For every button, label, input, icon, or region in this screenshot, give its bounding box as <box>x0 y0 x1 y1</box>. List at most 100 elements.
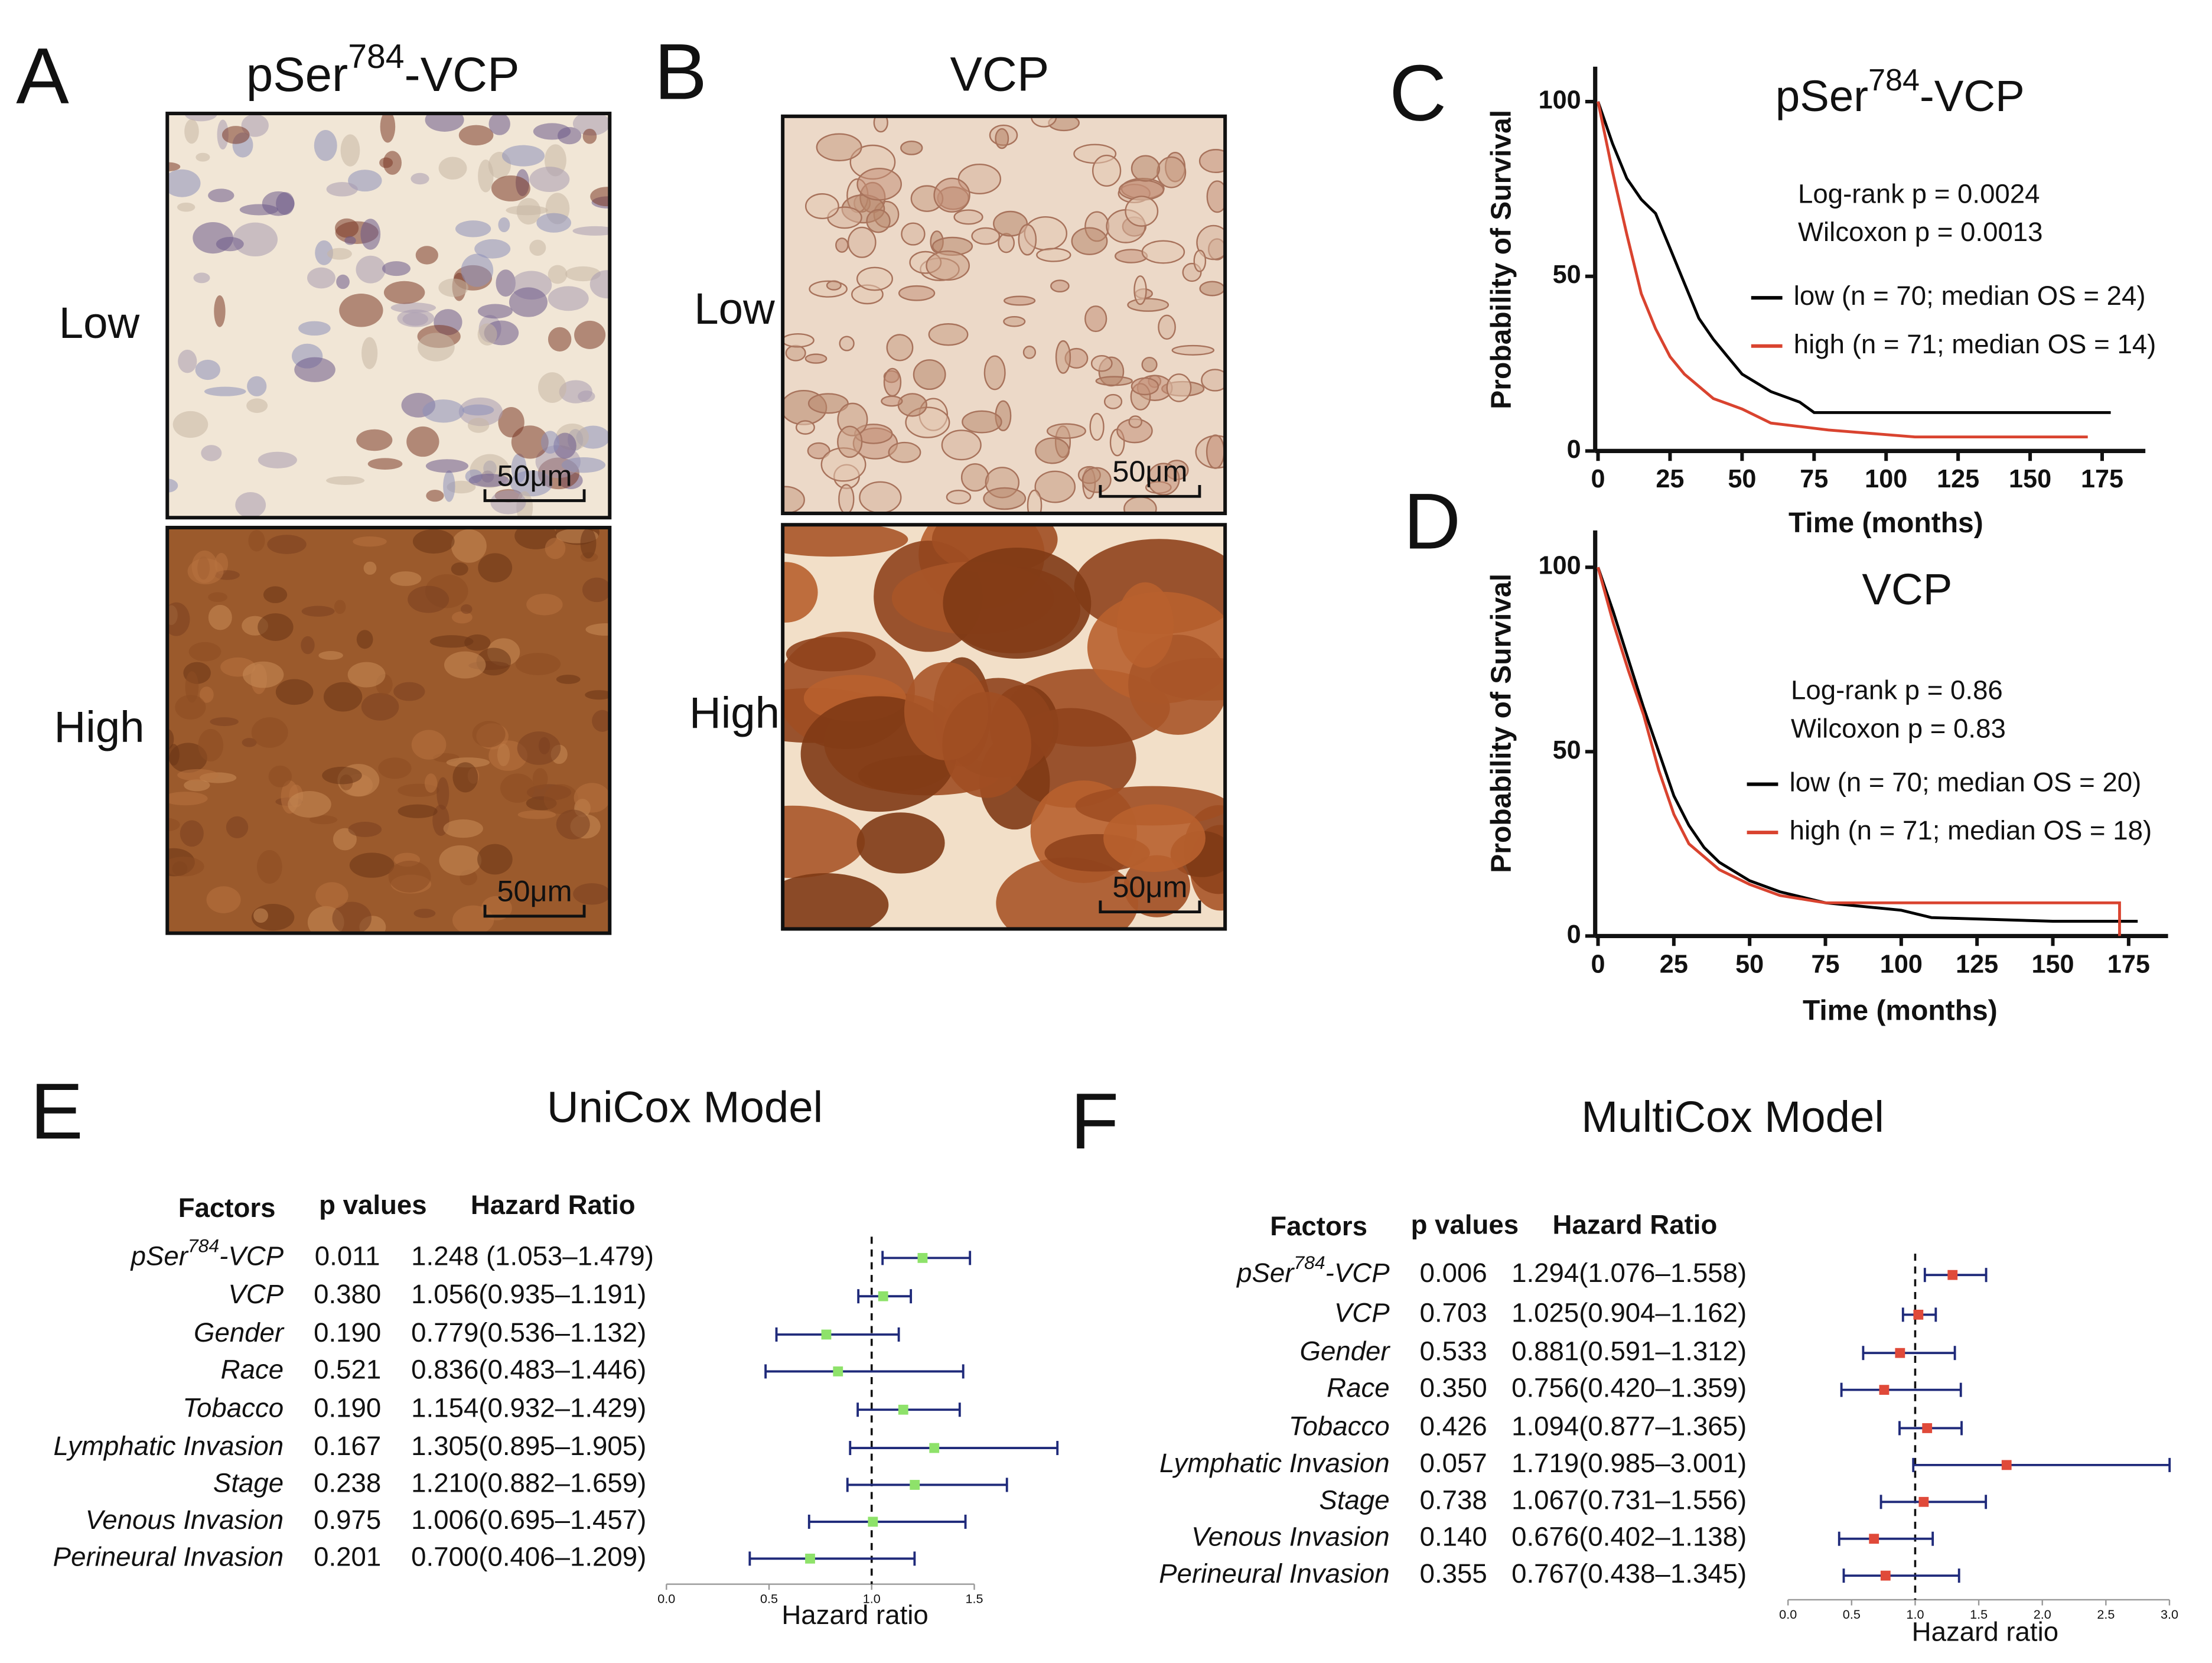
x-tick-label: 1.0 <box>863 1592 881 1606</box>
cell <box>901 222 926 246</box>
cell <box>422 399 464 423</box>
p-value: 0.533 <box>1420 1336 1487 1366</box>
cell <box>1027 489 1043 514</box>
annotation: Wilcoxon p = 0.0013 <box>1798 217 2043 247</box>
cell <box>1123 855 1190 917</box>
cell <box>478 160 494 193</box>
cell <box>451 529 487 563</box>
cell <box>334 600 346 614</box>
cell <box>193 272 210 284</box>
cell <box>258 613 294 641</box>
cell <box>167 856 204 877</box>
x-tick-label: 1.5 <box>965 1592 983 1606</box>
row-label: Low <box>59 298 140 347</box>
factor-label: Gender <box>1299 1336 1390 1366</box>
cell <box>1193 249 1207 272</box>
factor-label: Venous Invasion <box>86 1505 284 1535</box>
factor-label: pSer784-VCP <box>130 1235 284 1271</box>
panel-label: B <box>654 28 707 116</box>
cell <box>451 611 473 624</box>
y-tick-label: 50 <box>1553 261 1581 289</box>
cell <box>326 476 365 485</box>
x-tick-label: 125 <box>1956 950 1998 978</box>
cell <box>210 717 239 727</box>
cell <box>452 762 478 793</box>
p-value: 0.011 <box>315 1241 380 1271</box>
scale-bar <box>483 904 586 918</box>
cell <box>1095 376 1133 386</box>
y-axis-label: Probability of Survival <box>1485 110 1517 409</box>
cell <box>413 909 436 918</box>
cell <box>509 287 548 317</box>
cell <box>783 805 865 878</box>
cell <box>363 561 377 575</box>
cell <box>1084 305 1107 333</box>
x-tick-label: 0.0 <box>1779 1607 1797 1622</box>
cell <box>488 113 510 135</box>
point-estimate <box>1918 1496 1929 1507</box>
cell <box>807 393 849 414</box>
panel-label: D <box>1403 477 1461 566</box>
cell <box>1171 344 1215 356</box>
cell <box>543 784 579 814</box>
cell <box>866 209 891 233</box>
x-tick-label: 150 <box>2031 950 2074 978</box>
cell <box>983 487 1027 510</box>
x-tick-label: 75 <box>1800 465 1828 493</box>
chart-title: MultiCox Model <box>1581 1092 1884 1141</box>
cell <box>1071 227 1108 255</box>
cell <box>1034 470 1076 503</box>
cell <box>429 635 474 648</box>
cell <box>184 119 199 144</box>
survival-curve <box>1597 567 2121 936</box>
cell <box>529 167 570 192</box>
cell <box>436 777 449 810</box>
p-value: 0.140 <box>1420 1522 1487 1552</box>
micrograph-frame <box>781 523 1227 931</box>
cell <box>490 490 526 515</box>
cell <box>180 820 204 847</box>
cell <box>327 248 352 260</box>
cell <box>1004 295 1036 306</box>
cell <box>517 731 561 765</box>
cell <box>886 334 914 362</box>
cell <box>526 594 563 616</box>
point-estimate <box>1913 1309 1924 1320</box>
p-value: 0.426 <box>1420 1411 1487 1441</box>
point-estimate <box>898 1404 908 1415</box>
row-label: High <box>54 702 145 751</box>
cell <box>425 459 469 473</box>
point-estimate <box>805 1553 815 1564</box>
cell <box>548 265 568 284</box>
micrograph-frame <box>165 526 612 935</box>
cell <box>253 908 268 923</box>
cell <box>1206 434 1225 469</box>
x-tick-label: 125 <box>1937 465 1979 493</box>
cell <box>1050 279 1070 292</box>
cell <box>378 757 412 779</box>
cell <box>856 812 945 874</box>
point-estimate <box>1895 1348 1905 1358</box>
tissue <box>783 116 1226 514</box>
cell <box>188 642 221 662</box>
cell <box>199 686 214 703</box>
cell <box>201 445 222 461</box>
p-value: 0.167 <box>314 1431 381 1461</box>
cell <box>332 902 372 933</box>
x-tick-label: 2.5 <box>2097 1607 2115 1622</box>
cell <box>898 285 936 301</box>
annotation: Log-rank p = 0.86 <box>1791 675 2003 705</box>
cell <box>307 267 335 289</box>
cell <box>412 529 455 554</box>
cell <box>415 246 438 265</box>
cell <box>333 828 357 851</box>
factor-label: Stage <box>213 1468 284 1498</box>
hazard-ratio-label: 1.067(0.731–1.556) <box>1511 1485 1747 1515</box>
hazard-ratio-label: 0.676(0.402–1.138) <box>1511 1522 1747 1552</box>
cell <box>573 883 610 905</box>
cell <box>515 653 561 675</box>
p-value: 0.006 <box>1420 1258 1487 1288</box>
scale-bar-label: 50μm <box>1112 870 1187 904</box>
x-tick-label: 150 <box>2009 465 2051 493</box>
cell <box>258 451 297 468</box>
